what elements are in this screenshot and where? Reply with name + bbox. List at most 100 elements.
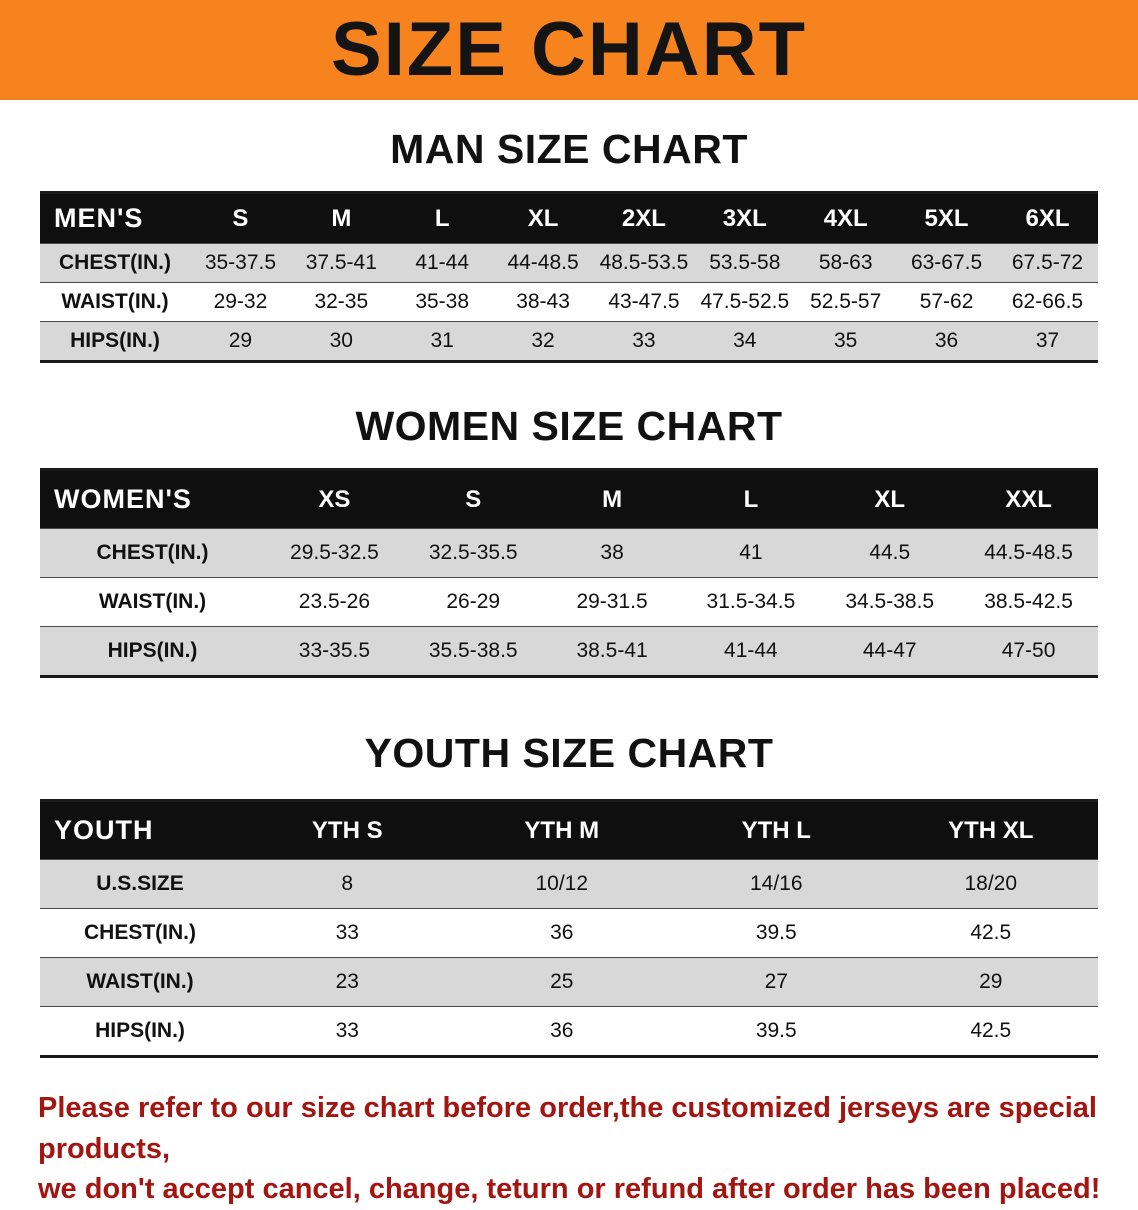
size-column-header: M [290,192,392,244]
size-value-cell: 34.5-38.5 [820,577,960,627]
size-column-header: YTH M [454,800,669,860]
size-value-cell: 10/12 [454,859,669,909]
size-value-cell: 32-35 [290,282,392,322]
size-column-header: XL [492,192,594,244]
size-column-header: S [190,192,291,244]
size-value-cell: 8 [240,859,455,909]
row-label: HIPS(IN.) [40,1006,240,1057]
size-value-cell: 31.5-34.5 [681,577,821,627]
men-size-chart-heading: MAN SIZE CHART [390,126,748,172]
row-label: HIPS(IN.) [40,321,190,362]
table-row: HIPS(IN.) 29 30 31 32 33 34 35 36 37 [40,321,1098,362]
size-value-cell: 44.5-48.5 [959,528,1098,578]
table-header-row: MEN'S S M L XL 2XL 3XL 4XL 5XL 6XL [40,192,1098,244]
size-value-cell: 29.5-32.5 [265,528,404,578]
size-value-cell: 57-62 [896,282,997,322]
size-value-cell: 44-48.5 [492,243,594,283]
size-value-cell: 53.5-58 [694,243,796,283]
size-value-cell: 23.5-26 [265,577,404,627]
size-column-header: 3XL [694,192,796,244]
size-column-header: M [542,469,682,529]
size-column-header: L [681,469,821,529]
size-value-cell: 33-35.5 [265,626,404,677]
row-label: U.S.SIZE [40,859,240,909]
size-column-header: 4XL [795,192,897,244]
youth-size-table: YOUTH YTH S YTH M YTH L YTH XL U.S.SIZE 8 10/12… [40,799,1098,1058]
size-value-cell: 18/20 [883,859,1098,909]
size-value-cell: 36 [896,321,997,362]
size-value-cell: 43-47.5 [593,282,695,322]
row-label: WAIST(IN.) [40,577,265,627]
size-value-cell: 58-63 [795,243,897,283]
size-value-cell: 29 [190,321,291,362]
table-row: WAIST(IN.) 23 25 27 29 [40,957,1098,1007]
size-value-cell: 44.5 [820,528,960,578]
table-header-row: YOUTH YTH S YTH M YTH L YTH XL [40,800,1098,860]
size-value-cell: 52.5-57 [795,282,897,322]
size-value-cell: 44-47 [820,626,960,677]
size-value-cell: 14/16 [669,859,884,909]
size-column-header: 2XL [593,192,695,244]
notice-line-2: we don't accept cancel, change, teturn o… [38,1173,1101,1206]
size-column-header: YTH S [240,800,455,860]
size-column-header: L [391,192,493,244]
notice-line-1: Please refer to our size chart before or… [38,1092,1097,1165]
youth-size-chart-heading: YOUTH SIZE CHART [364,730,774,776]
size-column-header: XL [820,469,960,529]
table-group-label: YOUTH [40,800,240,860]
size-value-cell: 36 [454,1006,669,1057]
row-label: WAIST(IN.) [40,957,240,1007]
section-youth: YOUTH SIZE CHART YOUTH YTH S YTH M YTH L YTH… [0,730,1138,1058]
size-value-cell: 39.5 [669,1006,884,1057]
size-value-cell: 41-44 [681,626,821,677]
size-value-cell: 32.5-35.5 [403,528,543,578]
size-value-cell: 47.5-52.5 [694,282,796,322]
size-column-header: XS [265,469,404,529]
size-value-cell: 29 [883,957,1098,1007]
size-value-cell: 31 [391,321,493,362]
size-value-cell: 35 [795,321,897,362]
size-value-cell: 48.5-53.5 [593,243,695,283]
row-label: HIPS(IN.) [40,626,265,677]
table-row: CHEST(IN.) 35-37.5 37.5-41 41-44 44-48.5 48.5… [40,243,1098,283]
size-value-cell: 38.5-41 [542,626,682,677]
size-value-cell: 35-37.5 [190,243,291,283]
size-value-cell: 26-29 [403,577,543,627]
size-value-cell: 42.5 [883,1006,1098,1057]
size-value-cell: 33 [240,908,455,958]
table-row: HIPS(IN.) 33 36 39.5 42.5 [40,1006,1098,1057]
table-row: U.S.SIZE 8 10/12 14/16 18/20 [40,859,1098,909]
page-title: SIZE CHART [331,7,807,92]
table-row: WAIST(IN.) 23.5-26 26-29 29-31.5 31.5-34.5 34… [40,577,1098,627]
size-value-cell: 36 [454,908,669,958]
table-row: WAIST(IN.) 29-32 32-35 35-38 38-43 43-47.5 47.… [40,282,1098,322]
size-column-header: YTH L [669,800,884,860]
size-value-cell: 27 [669,957,884,1007]
size-column-header: S [403,469,543,529]
table-row: HIPS(IN.) 33-35.5 35.5-38.5 38.5-41 41-44 44-… [40,626,1098,677]
table-row: CHEST(IN.) 29.5-32.5 32.5-35.5 38 41 44.5 44.5… [40,528,1098,578]
banner: SIZE CHART [0,0,1138,100]
section-men: MAN SIZE CHART MEN'S S M L XL 2XL 3XL 4XL 5XL 6XL… [0,126,1138,363]
women-size-table: WOMEN'S XS S M L XL XXL CHEST(IN.) 29.5-32.5 32.5… [40,468,1098,678]
size-value-cell: 67.5-72 [997,243,1098,283]
size-value-cell: 33 [240,1006,455,1057]
table-header-row: WOMEN'S XS S M L XL XXL [40,469,1098,529]
women-size-chart-heading: WOMEN SIZE CHART [355,403,783,449]
size-value-cell: 38 [542,528,682,578]
section-women: WOMEN SIZE CHART WOMEN'S XS S M L XL XXL CHEST(… [0,403,1138,678]
row-label: CHEST(IN.) [40,528,265,578]
row-label: WAIST(IN.) [40,282,190,322]
size-value-cell: 33 [593,321,695,362]
table-group-label: MEN'S [40,192,190,244]
size-value-cell: 37.5-41 [290,243,392,283]
size-value-cell: 38-43 [492,282,594,322]
size-value-cell: 23 [240,957,455,1007]
size-value-cell: 37 [997,321,1098,362]
size-column-header: XXL [959,469,1098,529]
size-value-cell: 41 [681,528,821,578]
size-column-header: 5XL [896,192,997,244]
row-label: CHEST(IN.) [40,243,190,283]
size-value-cell: 29-31.5 [542,577,682,627]
